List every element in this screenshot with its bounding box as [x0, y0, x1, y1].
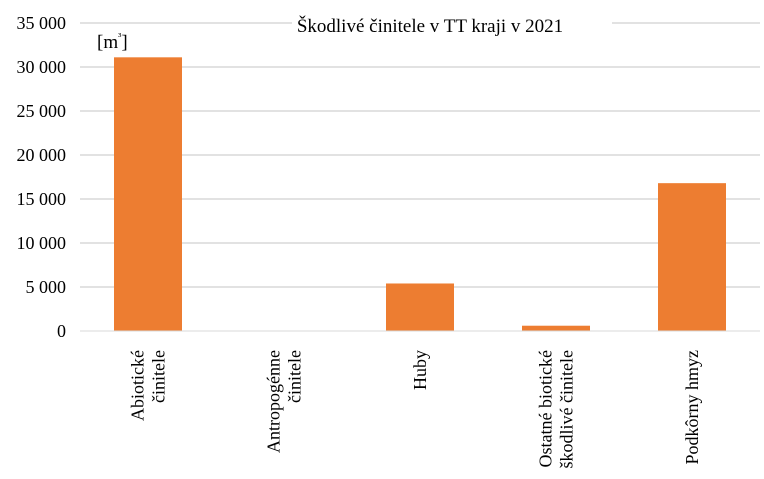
x-category-label: Huby: [410, 350, 430, 390]
bars: [114, 57, 726, 331]
x-category-label: škodlivé činitele: [557, 350, 577, 468]
y-tick-label: 35 000: [17, 13, 67, 33]
x-category-label: Ostatné biotické: [536, 350, 556, 467]
chart-title: Škodlivé činitele v TT kraji v 2021: [297, 15, 563, 37]
bar: [386, 283, 454, 331]
y-axis-unit-label: [m³]: [97, 31, 128, 53]
bar: [658, 183, 726, 331]
y-tick-label: 5 000: [26, 277, 67, 297]
y-axis-tick-labels: 0 5 000 10 000 15 000 20 000 25 000 30 000 35 0…: [17, 13, 67, 341]
gridlines: [80, 22, 760, 288]
x-category-label: činitele: [285, 350, 305, 403]
x-axis-category-labels: Abiotické činitele Antropogénne činitele Hub…: [128, 350, 703, 468]
y-tick-label: 15 000: [17, 189, 67, 209]
x-category-label: činitele: [149, 350, 169, 403]
unit-label-background: [92, 28, 136, 54]
bar: [522, 325, 590, 331]
y-tick-label: 0: [57, 321, 66, 341]
chart-title-background: [292, 10, 612, 40]
x-category-label: Podkôrny hmyz: [682, 350, 702, 465]
bar: [114, 57, 182, 331]
x-category-label: Abiotické: [128, 350, 148, 421]
x-category-label: Antropogénne: [264, 350, 284, 453]
y-tick-label: 10 000: [17, 233, 67, 253]
y-tick-label: 25 000: [17, 101, 67, 121]
y-tick-label: 20 000: [17, 145, 67, 165]
y-tick-label: 30 000: [17, 57, 67, 77]
